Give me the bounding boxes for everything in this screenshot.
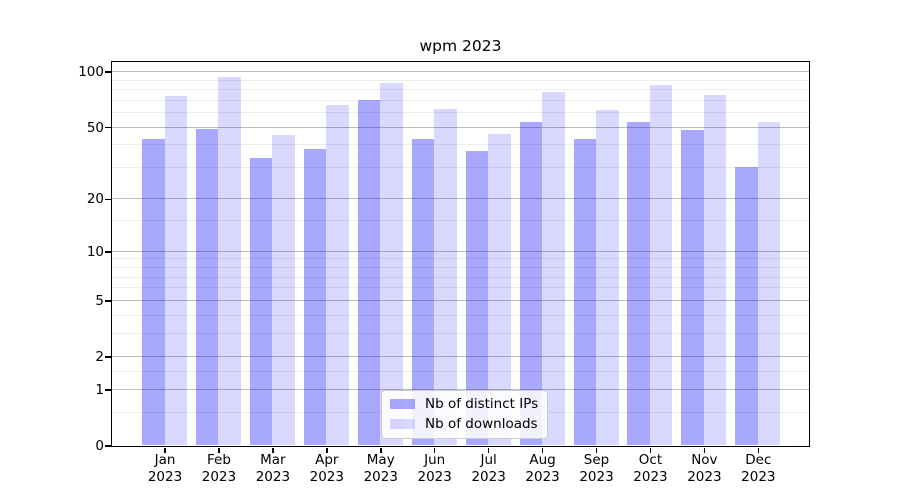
gridline-minor <box>111 112 809 114</box>
y-axis-tick-mark <box>105 389 111 391</box>
x-axis-tick-mark <box>541 447 544 453</box>
bar-distinct-ips-feb-2023 <box>195 128 219 446</box>
legend-item-downloads: Nb of downloads <box>390 415 538 433</box>
y-axis-tick-mark <box>105 251 111 253</box>
y-axis-tick-mark <box>105 300 111 302</box>
y-axis-tick-mark <box>105 126 111 129</box>
y-axis-tick-label: 50 <box>86 119 104 136</box>
bar-distinct-ips-oct-2023 <box>627 122 650 446</box>
x-axis-tick-mark <box>218 447 220 453</box>
y-axis-tick-label: 100 <box>78 64 104 81</box>
y-axis-tick-label: 5 <box>95 292 104 309</box>
gridline-minor <box>111 287 809 289</box>
x-axis-tick-mark <box>487 447 490 453</box>
gridline-minor <box>111 276 809 278</box>
y-axis-tick-mark <box>105 71 111 73</box>
legend: Nb of distinct IPs Nb of downloads <box>381 390 549 439</box>
gridline-minor <box>111 79 809 81</box>
x-axis-tick-mark <box>272 447 274 453</box>
bar-distinct-ips-jul-2023 <box>465 150 489 446</box>
legend-swatch-downloads <box>390 419 415 429</box>
x-axis-tick-label: Feb 2023 <box>201 452 237 485</box>
x-axis-tick-label: Jan 2023 <box>147 452 183 485</box>
bar-distinct-ips-may-2023 <box>357 100 381 446</box>
x-axis-tick-mark <box>164 447 166 453</box>
bar-downloads-jan-2023 <box>164 95 187 446</box>
gridline-major <box>111 71 809 73</box>
bar-downloads-jun-2023 <box>434 108 457 446</box>
gridline-major <box>111 198 809 200</box>
x-axis-tick-label: Mar 2023 <box>255 452 291 485</box>
y-axis-tick-mark <box>105 198 111 201</box>
y-axis-tick-label: 20 <box>86 191 104 208</box>
bar-distinct-ips-jan-2023 <box>142 138 165 446</box>
x-axis-tick-label: Oct 2023 <box>633 452 668 485</box>
legend-label-downloads: Nb of downloads <box>425 416 538 432</box>
bar-distinct-ips-mar-2023 <box>249 157 273 446</box>
x-axis-tick-label: Jul 2023 <box>471 452 506 485</box>
x-axis-tick-label: Aug 2023 <box>525 452 560 485</box>
gridline-minor <box>111 258 809 260</box>
x-axis-tick-mark <box>703 447 706 453</box>
bar-downloads-jul-2023 <box>488 133 511 446</box>
x-axis-tick-mark <box>649 447 652 453</box>
bar-downloads-aug-2023 <box>542 91 565 446</box>
legend-item-distinct-ips: Nb of distinct IPs <box>390 395 538 413</box>
y-axis-tick-mark <box>105 445 111 447</box>
plot-area <box>110 60 810 447</box>
x-axis-tick-label: Apr 2023 <box>309 452 344 485</box>
x-axis-tick-label: May 2023 <box>363 452 398 485</box>
bar-downloads-sep-2023 <box>596 109 619 446</box>
y-axis-tick-mark <box>105 356 111 358</box>
gridline-minor <box>111 220 809 222</box>
gridline-minor <box>111 89 809 91</box>
bar-distinct-ips-jun-2023 <box>411 138 435 446</box>
x-axis-tick-label: Jun 2023 <box>417 452 452 485</box>
bar-downloads-dec-2023 <box>757 122 781 446</box>
bar-distinct-ips-apr-2023 <box>303 148 327 446</box>
bar-distinct-ips-nov-2023 <box>681 130 704 446</box>
x-axis-tick-mark <box>595 447 598 453</box>
bar-distinct-ips-sep-2023 <box>573 138 597 446</box>
gridline-minor <box>111 166 809 168</box>
chart-title: wpm 2023 <box>419 37 502 55</box>
x-axis-tick-mark <box>380 447 382 453</box>
bar-downloads-oct-2023 <box>649 84 673 446</box>
bar-downloads-nov-2023 <box>703 94 727 446</box>
y-axis-tick-label: 10 <box>86 243 104 260</box>
gridline-major <box>111 388 809 390</box>
bar-downloads-mar-2023 <box>272 135 295 446</box>
gridline-minor <box>111 314 809 316</box>
bar-downloads-may-2023 <box>380 82 403 446</box>
y-axis-tick-label: 1 <box>95 381 104 398</box>
x-axis-tick-mark <box>757 447 760 453</box>
gridline-minor <box>111 370 809 372</box>
gridline-minor <box>111 267 809 269</box>
bar-downloads-apr-2023 <box>326 104 349 446</box>
x-axis-tick-label: Dec 2023 <box>741 452 776 485</box>
gridline-minor <box>111 99 809 101</box>
x-axis-tick-label: Nov 2023 <box>687 452 722 485</box>
x-axis-tick-mark <box>326 447 328 453</box>
gridline-major <box>111 356 809 357</box>
gridline-minor <box>111 332 809 334</box>
x-axis-tick-label: Sep 2023 <box>579 452 614 485</box>
y-axis-tick-label: 2 <box>95 349 104 365</box>
bar-downloads-feb-2023 <box>218 77 241 446</box>
x-axis-tick-mark <box>433 447 436 453</box>
gridline-major <box>111 299 809 301</box>
gridline-major <box>111 250 809 252</box>
bar-distinct-ips-aug-2023 <box>519 122 543 446</box>
y-axis-tick-label: 0 <box>95 438 104 454</box>
legend-label-distinct-ips: Nb of distinct IPs <box>425 396 539 412</box>
legend-swatch-distinct-ips <box>390 399 415 409</box>
gridline-major <box>111 126 809 128</box>
gridline-minor <box>111 144 809 146</box>
bar-distinct-ips-dec-2023 <box>735 167 758 446</box>
